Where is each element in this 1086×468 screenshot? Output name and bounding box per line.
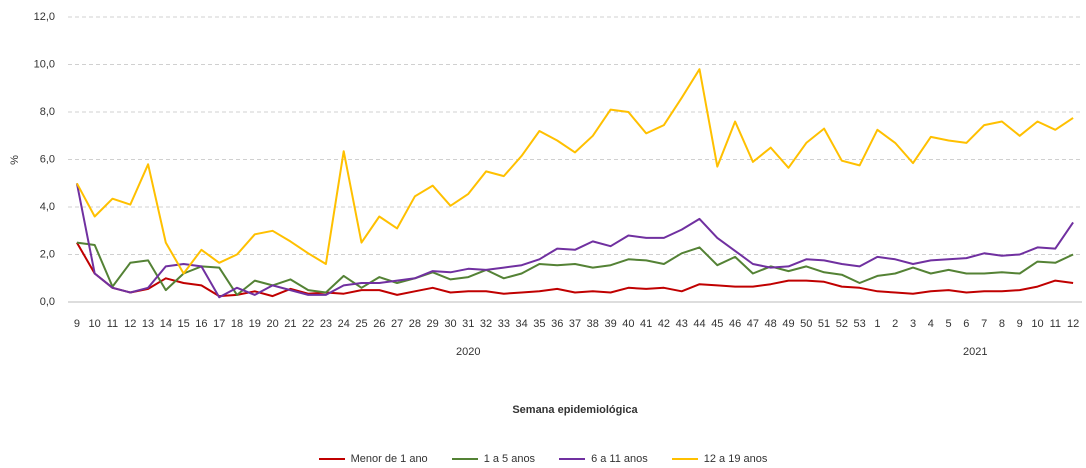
legend: Menor de 1 ano 1 a 5 anos 6 a 11 anos 12 a … — [0, 453, 1086, 465]
x-tick-label: 12 — [124, 318, 136, 330]
y-tick-label: 0,0 — [40, 296, 55, 308]
x-tick-label: 10 — [1031, 318, 1043, 330]
x-tick-label: 32 — [480, 318, 492, 330]
series-line — [76, 68, 1074, 275]
x-tick-label: 46 — [729, 318, 741, 330]
x-tick-label: 52 — [836, 318, 848, 330]
x-tick-label: 3 — [910, 318, 916, 330]
x-tick-label: 41 — [640, 318, 652, 330]
x-tick-label: 29 — [427, 318, 439, 330]
x-tick-label: 20 — [266, 318, 278, 330]
x-tick-label: 28 — [409, 318, 421, 330]
x-tick-label: 50 — [800, 318, 812, 330]
x-tick-label: 9 — [74, 318, 80, 330]
legend-label: 6 a 11 anos — [591, 453, 648, 465]
x-tick-label: 23 — [320, 318, 332, 330]
y-tick-label: 10,0 — [34, 58, 55, 70]
x-tick-label: 34 — [516, 318, 528, 330]
x-tick-label: 12 — [1067, 318, 1079, 330]
y-axis-label: % — [9, 155, 21, 165]
x-tick-label: 13 — [142, 318, 154, 330]
legend-label: 12 a 19 anos — [703, 453, 768, 465]
series-line — [75, 183, 1074, 299]
x-tick-label: 40 — [622, 318, 634, 330]
x-tick-label: 42 — [658, 318, 670, 330]
x-tick-label: 2 — [892, 318, 898, 330]
legend-swatch — [451, 458, 478, 460]
x-tick-label: 14 — [160, 318, 172, 330]
x-tick-label: 1 — [874, 318, 880, 330]
legend-label: Menor de 1 ano — [350, 453, 428, 465]
x-tick-label: 53 — [854, 318, 866, 330]
legend-label: 1 a 5 anos — [483, 453, 536, 465]
x-tick-label: 5 — [946, 318, 952, 330]
x-tick-label: 22 — [302, 318, 314, 330]
x-tick-label: 51 — [818, 318, 830, 330]
x-tick-label: 36 — [551, 318, 563, 330]
chart: % Semana epidemiológica 0,0 2,0 4,0 6,0 8,0 1… — [9, 11, 1082, 416]
x-tick-label: 15 — [178, 318, 190, 330]
x-tick-label: 38 — [587, 318, 599, 330]
series-line — [76, 242, 1074, 298]
x-tick-label: 39 — [604, 318, 616, 330]
x-tick-label: 9 — [1017, 318, 1023, 330]
y-tick-label: 12,0 — [34, 11, 55, 23]
year-label: 2021 — [963, 346, 987, 358]
legend-item: 12 a 19 anos — [671, 453, 768, 465]
x-tick-label: 7 — [981, 318, 987, 330]
x-tick-label: 11 — [107, 318, 118, 330]
x-tick-label: 16 — [195, 318, 207, 330]
year-label: 2020 — [456, 346, 480, 358]
x-tick-label: 18 — [231, 318, 243, 330]
x-tick-label: 11 — [1050, 318, 1061, 330]
x-tick-label: 26 — [373, 318, 385, 330]
x-tick-label: 30 — [444, 318, 456, 330]
y-tick-label: 6,0 — [40, 153, 55, 165]
x-tick-label: 33 — [498, 318, 510, 330]
legend-swatch — [559, 458, 586, 460]
x-tick-label: 4 — [928, 318, 934, 330]
x-tick-label: 35 — [533, 318, 545, 330]
x-tick-label: 17 — [213, 318, 225, 330]
legend-item: 1 a 5 anos — [451, 453, 536, 465]
y-tick-label: 8,0 — [40, 106, 55, 118]
x-tick-label: 44 — [693, 318, 705, 330]
y-tick-label: 4,0 — [40, 201, 55, 213]
x-tick-label: 47 — [747, 318, 759, 330]
x-tick-label: 49 — [782, 318, 794, 330]
x-tick-label: 6 — [963, 318, 969, 330]
x-tick-label: 31 — [462, 318, 474, 330]
legend-item: 6 a 11 anos — [559, 453, 648, 465]
x-tick-label: 27 — [391, 318, 403, 330]
legend-item: Menor de 1 ano — [318, 453, 428, 465]
x-tick-label: 8 — [999, 318, 1005, 330]
x-tick-label: 45 — [711, 318, 723, 330]
x-tick-label: 19 — [249, 318, 261, 330]
legend-swatch — [318, 458, 345, 460]
x-tick-label: 43 — [676, 318, 688, 330]
x-tick-label: 10 — [89, 318, 101, 330]
x-tick-label: 25 — [355, 318, 367, 330]
x-axis-label: Semana epidemiológica — [512, 404, 638, 416]
x-tick-label: 48 — [765, 318, 777, 330]
legend-swatch — [671, 458, 698, 460]
x-tick-label: 21 — [284, 318, 296, 330]
y-tick-label: 2,0 — [40, 248, 55, 260]
x-tick-label: 37 — [569, 318, 581, 330]
x-tick-label: 24 — [338, 318, 350, 330]
